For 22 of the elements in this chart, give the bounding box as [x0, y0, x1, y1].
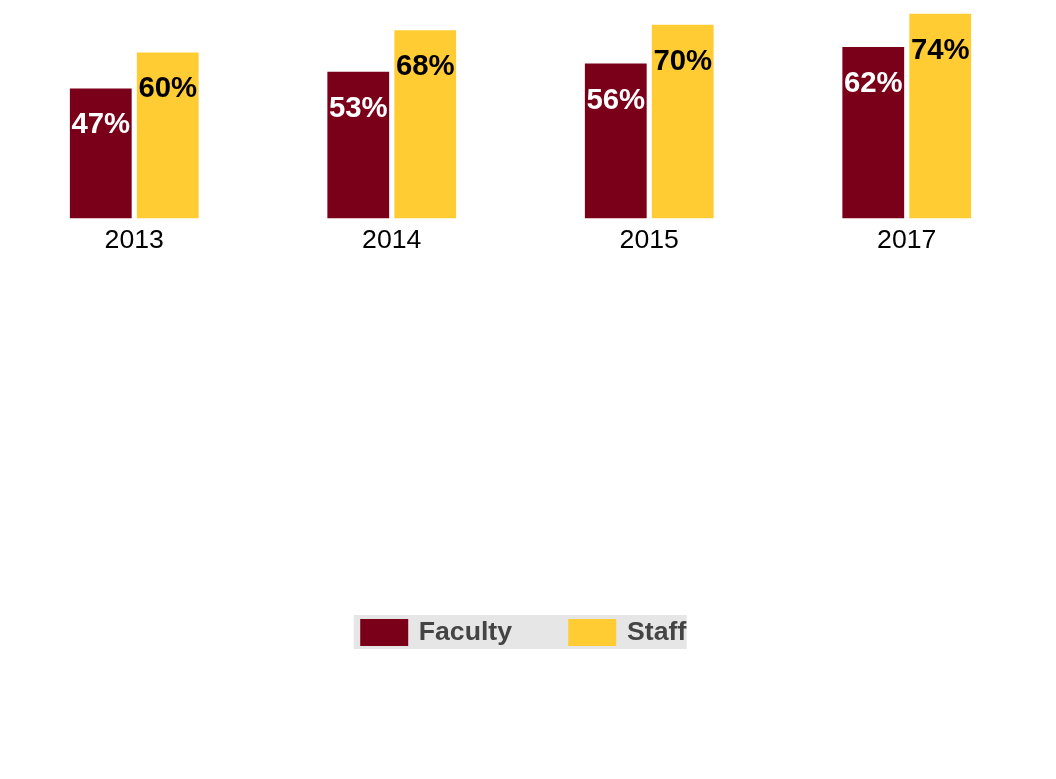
- data-label: 70%: [653, 42, 713, 76]
- x-tick-label: 2015: [619, 223, 679, 254]
- data-label: 74%: [910, 31, 970, 65]
- bar: [842, 46, 905, 219]
- legend-label: Staff: [627, 616, 687, 647]
- x-tick-label: 2014: [362, 223, 422, 254]
- data-label: 62%: [843, 64, 903, 98]
- data-label: 68%: [395, 48, 455, 82]
- bar: [651, 24, 714, 219]
- bar: [136, 52, 199, 219]
- bar: [327, 71, 390, 219]
- x-tick-label: 2013: [104, 223, 164, 254]
- data-label: 56%: [586, 81, 646, 115]
- bar: [69, 88, 132, 219]
- bar: [394, 30, 457, 219]
- data-label: 60%: [138, 70, 198, 104]
- x-tick-label: 2017: [877, 223, 937, 254]
- legend-label: Faculty: [418, 616, 513, 647]
- bar: [909, 13, 972, 219]
- bar: [584, 63, 647, 219]
- data-label: 47%: [71, 106, 131, 140]
- data-label: 53%: [328, 89, 388, 123]
